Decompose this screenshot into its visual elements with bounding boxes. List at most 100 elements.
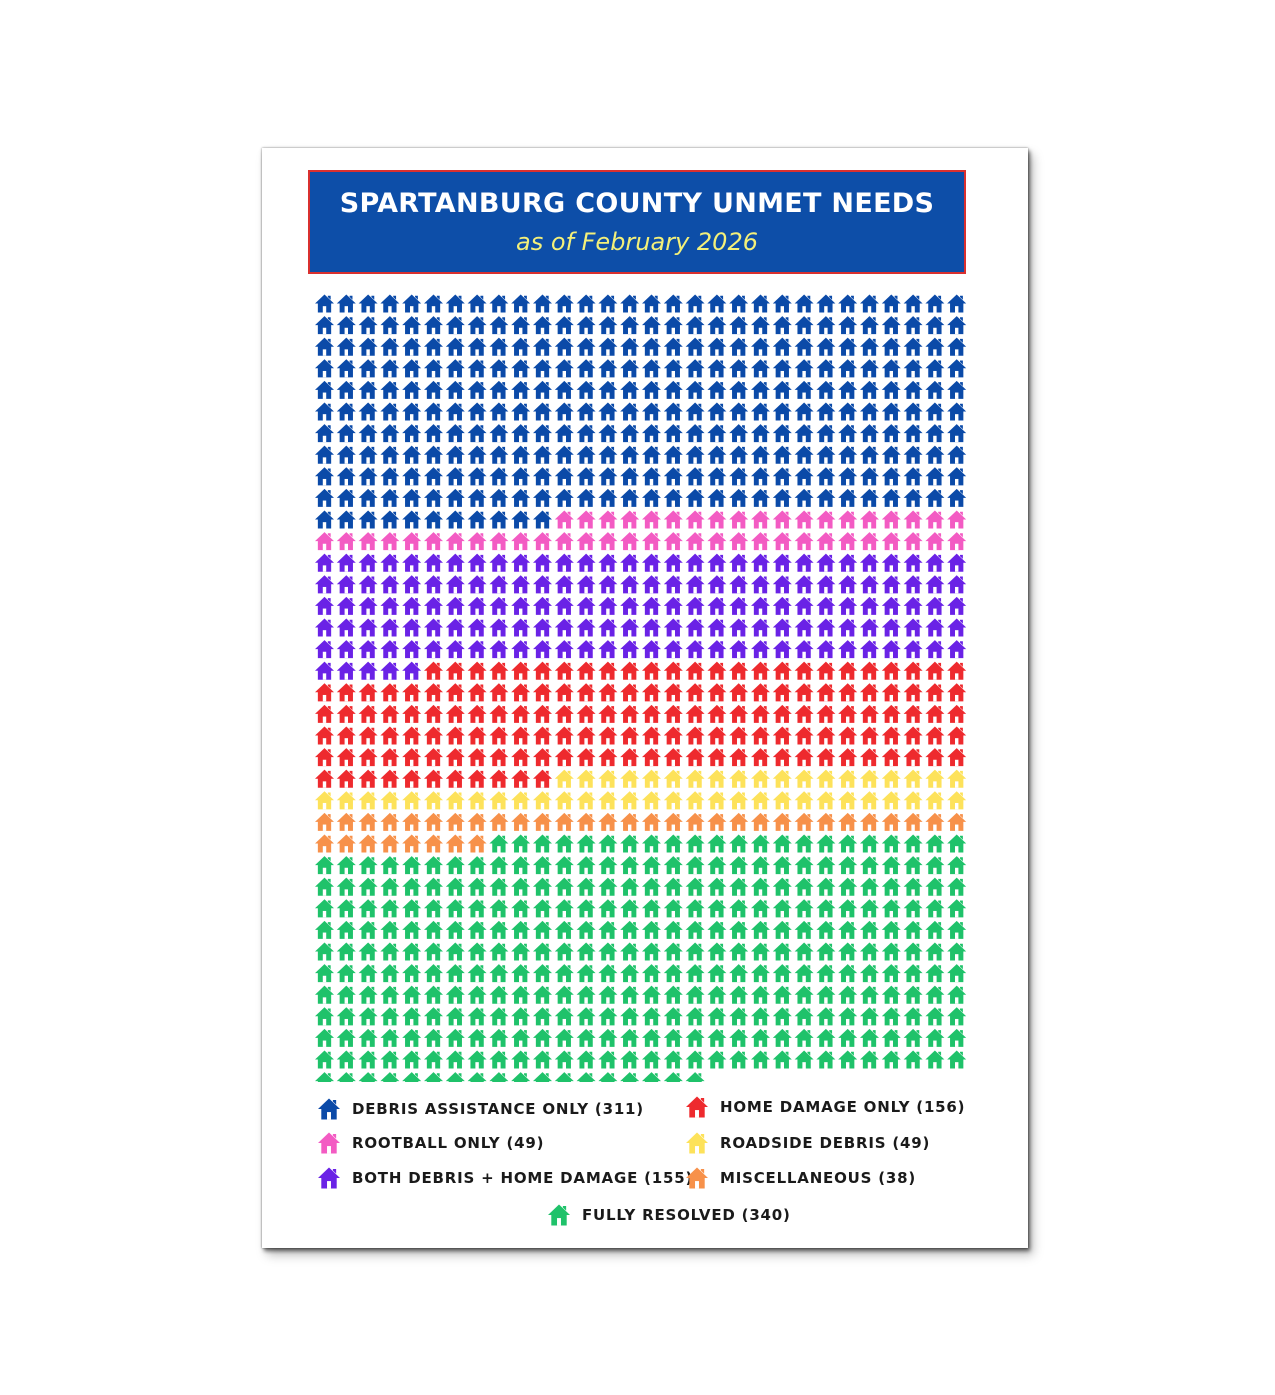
house-icon-roadside [794, 791, 814, 810]
house-icon-both [707, 553, 727, 572]
house-icon-resolved [838, 920, 858, 939]
house-icon-debris [402, 316, 422, 335]
house-icon-both [489, 553, 509, 572]
house-icon-resolved [445, 920, 465, 939]
house-icon-debris [576, 337, 596, 356]
house-icon-resolved [729, 964, 749, 983]
house-icon-debris [533, 337, 552, 356]
house-icon-resolved [467, 920, 487, 939]
house-icon-home [772, 683, 792, 702]
house-icon-both [598, 553, 618, 572]
house-icon-debris [402, 359, 422, 378]
house-icon-debris [380, 488, 400, 507]
house-icon-roadside [424, 791, 443, 810]
house-icon-debris [467, 445, 487, 464]
house-icon-both [533, 553, 552, 572]
house-icon-both [533, 618, 552, 637]
house-icon-resolved [533, 877, 552, 896]
house-icon-resolved [751, 1050, 770, 1069]
house-icon-resolved [663, 964, 683, 983]
house-icon-resolved [358, 877, 378, 896]
house-icon-resolved [903, 985, 923, 1004]
house-icon-resolved [860, 856, 879, 875]
house-icon-debris [489, 294, 509, 313]
house-icon-debris [489, 445, 509, 464]
house-icon-resolved [947, 920, 967, 939]
house-icon-debris [729, 445, 749, 464]
house-icon-debris [772, 359, 792, 378]
house-icon-misc [729, 812, 749, 831]
house-icon-home [947, 683, 967, 702]
house-icon-debris [315, 488, 334, 507]
house-icon-resolved [598, 856, 618, 875]
house-icon-resolved [554, 985, 574, 1004]
house-icon-debris [598, 294, 618, 313]
house-icon-home [380, 769, 400, 788]
house-icon-resolved [881, 899, 901, 918]
house-icon-home [620, 683, 640, 702]
house-icon-debris [511, 510, 531, 529]
house-icon-debris [620, 488, 640, 507]
house-icon-debris [576, 424, 596, 443]
house-icon-resolved [424, 1050, 443, 1069]
house-icon-resolved [620, 985, 640, 1004]
house-icon-resolved [772, 834, 792, 853]
house-icon-debris [881, 445, 901, 464]
house-icon-debris [685, 488, 705, 507]
house-icon-rootball [729, 532, 749, 551]
house-icon-debris [925, 359, 945, 378]
house-icon-resolved [358, 1072, 378, 1082]
house-icon-debris [772, 316, 792, 335]
house-icon-rootball [663, 510, 683, 529]
house-icon-rootball [554, 510, 574, 529]
house-icon-debris [925, 294, 945, 313]
house-icon-debris [707, 294, 727, 313]
house-icon-debris [838, 488, 858, 507]
house-icon-debris [315, 402, 334, 421]
house-icon-resolved [489, 964, 509, 983]
house-icon-resolved [315, 942, 334, 961]
house-icon-resolved [925, 899, 945, 918]
house-icon-debris [947, 359, 967, 378]
house-icon-resolved [445, 1072, 465, 1082]
house-icon-resolved [772, 856, 792, 875]
house-icon-misc [925, 812, 945, 831]
house-icon-home [707, 683, 727, 702]
house-icon-both [707, 618, 727, 637]
house-icon-resolved [620, 964, 640, 983]
house-icon [548, 1204, 572, 1226]
house-icon-resolved [315, 964, 334, 983]
house-icon-debris [358, 337, 378, 356]
house-icon-debris [707, 424, 727, 443]
house-icon-resolved [903, 1028, 923, 1047]
house-icon-debris [402, 402, 422, 421]
house-icon-both [336, 640, 356, 659]
house-icon-both [511, 618, 531, 637]
house-icon-both [467, 618, 487, 637]
house-icon-debris [554, 294, 574, 313]
house-icon-debris [598, 380, 618, 399]
house-icon-resolved [642, 985, 661, 1004]
house-icon-both [772, 618, 792, 637]
house-icon-debris [511, 424, 531, 443]
house-icon-home [794, 704, 814, 723]
house-icon-home [489, 726, 509, 745]
house-icon-resolved [707, 856, 727, 875]
house-icon-resolved [903, 856, 923, 875]
house-icon-home [794, 661, 814, 680]
house-icon-both [533, 596, 552, 615]
house-icon-resolved [685, 1072, 705, 1082]
house-icon-resolved [336, 985, 356, 1004]
house-icon-debris [903, 316, 923, 335]
house-icon-resolved [794, 1050, 814, 1069]
house-icon-resolved [598, 942, 618, 961]
house-icon-rootball [903, 532, 923, 551]
house-icon-debris [947, 316, 967, 335]
house-icon-debris [380, 424, 400, 443]
house-icon-both [903, 640, 923, 659]
house-icon-debris [533, 510, 552, 529]
house-icon-misc [794, 812, 814, 831]
house-icon [318, 1098, 342, 1120]
house-icon-debris [336, 359, 356, 378]
house-icon-home [772, 726, 792, 745]
